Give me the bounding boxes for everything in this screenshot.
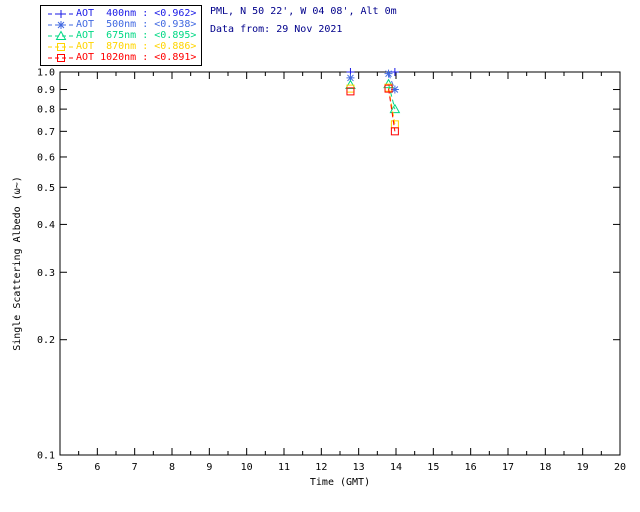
x-tick-label: 13 <box>353 462 365 473</box>
y-tick-label: 0.8 <box>37 105 55 116</box>
plot-frame <box>59 71 621 456</box>
legend-line-plus-icon <box>48 9 74 18</box>
x-tick-label: 19 <box>577 462 589 473</box>
y-tick-label: 0.3 <box>37 268 55 279</box>
x-tick-label: 18 <box>539 462 551 473</box>
data-date: Data from: 29 Nov 2021 <box>210 24 343 35</box>
x-tick-label: 16 <box>465 462 477 473</box>
x-axis-label: Time (GMT) <box>310 477 370 488</box>
legend-line-square-icon <box>48 53 74 62</box>
x-tick-label: 12 <box>315 462 327 473</box>
legend-line-square-icon <box>48 42 74 51</box>
y-tick-label: 0.6 <box>37 152 55 163</box>
x-tick-label: 11 <box>278 462 290 473</box>
x-tick-label: 17 <box>502 462 514 473</box>
station-info: PML, N 50 22', W 04 08', Alt 0m <box>210 6 397 17</box>
x-tick-label: 15 <box>427 462 439 473</box>
legend-entry: AOT 400nm : <0.962> <box>46 8 196 19</box>
x-tick-label: 7 <box>132 462 138 473</box>
asterisk-marker-icon <box>390 85 399 94</box>
square-marker-icon <box>390 127 399 136</box>
triangle-marker-icon <box>345 79 356 89</box>
series-segment <box>388 87 396 125</box>
series-segment <box>388 73 396 90</box>
square-marker-icon <box>57 53 65 62</box>
y-tick-label: 0.2 <box>37 335 55 346</box>
y-tick-label: 0.4 <box>37 220 55 231</box>
y-tick-label: 0.1 <box>37 451 55 462</box>
y-tick-label: 0.5 <box>37 183 55 194</box>
legend-label: AOT 500nm : <0.938> <box>76 19 197 30</box>
legend-label: AOT 400nm : <0.962> <box>76 8 197 19</box>
asterisk-marker-icon <box>346 73 355 82</box>
legend-label: AOT 1020nm : <0.891> <box>76 52 197 63</box>
x-tick-label: 5 <box>57 462 63 473</box>
y-tick-label: 0.7 <box>37 127 55 138</box>
x-tick-label: 20 <box>614 462 626 473</box>
triangle-marker-icon <box>389 103 401 114</box>
legend-entry: AOT 1020nm : <0.891> <box>46 52 196 63</box>
triangle-marker-icon <box>55 29 67 40</box>
triangle-marker-icon <box>383 78 394 89</box>
series-segment <box>388 83 396 110</box>
x-tick-label: 10 <box>241 462 253 473</box>
y-axis-label: Single Scattering Albedo (ω~) <box>12 176 23 351</box>
legend-label: AOT 675nm : <0.895> <box>76 30 197 41</box>
legend-entry: AOT 675nm : <0.895> <box>46 29 197 41</box>
x-tick-label: 9 <box>206 462 212 473</box>
asterisk-marker-icon <box>57 20 65 29</box>
legend-line-asterisk-icon <box>48 20 74 29</box>
series-segment <box>388 88 396 132</box>
square-marker-icon <box>57 42 65 51</box>
legend-entry: AOT 500nm : <0.938> <box>46 19 196 30</box>
y-tick-label: 1.0 <box>37 68 55 79</box>
legend-entry: AOT 870nm : <0.886> <box>46 41 196 52</box>
x-tick-label: 8 <box>169 462 175 473</box>
square-marker-icon <box>346 87 355 96</box>
y-tick-label: 0.9 <box>37 85 55 96</box>
plus-marker-icon <box>57 9 65 18</box>
legend-line-triangle-icon <box>48 29 74 40</box>
plus-marker-icon <box>390 68 399 76</box>
legend-label: AOT 870nm : <0.886> <box>76 41 197 52</box>
asterisk-marker-icon <box>384 69 393 78</box>
square-marker-icon <box>384 84 393 93</box>
x-tick-label: 14 <box>390 462 402 473</box>
legend-box: AOT 400nm : <0.962> AOT 500nm : <0.938> AO… <box>40 5 203 66</box>
x-tick-label: 6 <box>94 462 100 473</box>
